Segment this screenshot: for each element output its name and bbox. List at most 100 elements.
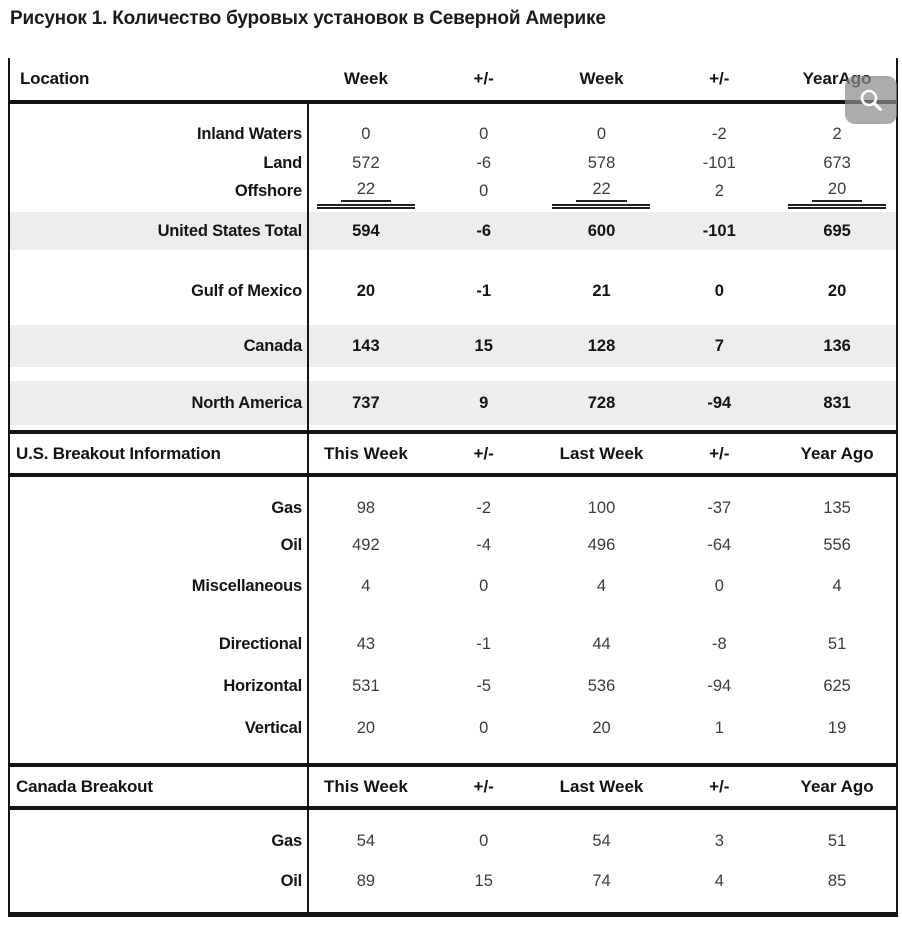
underlined-value: 22 <box>576 180 627 202</box>
cell-value: 695 <box>823 221 851 240</box>
canada-breakout-header-row: Canada Breakout This Week +/- Last Week … <box>10 767 896 806</box>
cell-value: 51 <box>827 831 847 850</box>
cell-value: 4 <box>714 871 724 890</box>
row-label: Offshore <box>234 181 302 200</box>
underlined-value: 22 <box>340 180 392 202</box>
cell-value: 54 <box>592 831 611 850</box>
table-row-offshore: Offshore 22 0 22 2 20 <box>10 178 896 204</box>
cell-value: 0 <box>596 125 607 143</box>
cell-value: 89 <box>356 871 376 890</box>
cell-value: -94 <box>707 393 732 412</box>
section-rule <box>10 473 896 477</box>
cell-value: 19 <box>827 718 847 737</box>
table-row-north-america: North America 737 9 728 -94 831 <box>10 381 896 425</box>
cell-value: -2 <box>476 498 492 517</box>
cell-value: -94 <box>707 676 732 695</box>
row-label: Canada <box>243 336 303 355</box>
table-row-united-states-total: United States Total 594 -6 600 -101 695 <box>10 212 896 250</box>
us-breakout-header-row: U.S. Breakout Information This Week +/- … <box>10 434 896 473</box>
cell-value: -1 <box>476 634 492 653</box>
column-header-week1: Week <box>343 69 388 88</box>
cell-value: -5 <box>476 676 492 695</box>
cell-value: 0 <box>479 576 489 595</box>
figure-title: Рисунок 1. Количество буровых установок … <box>10 8 606 29</box>
column-header-this-week: This Week <box>324 443 408 463</box>
double-rule <box>552 204 651 209</box>
row-label: Vertical <box>244 718 302 737</box>
cell-value: 831 <box>823 393 851 412</box>
cell-value: 594 <box>352 221 380 240</box>
table-row-us-miscellaneous: Miscellaneous 4 0 4 0 4 <box>10 565 896 607</box>
cell-value: 85 <box>827 871 847 890</box>
cell-value: 1 <box>714 718 724 737</box>
row-label: Horizontal <box>223 676 302 695</box>
column-header-change1: +/- <box>473 443 494 463</box>
cell-value: -1 <box>476 281 492 300</box>
column-header-year-ago: Year Ago <box>800 443 874 463</box>
section-rule <box>10 806 896 810</box>
cell-value: 20 <box>827 281 847 300</box>
row-label: North America <box>191 393 303 412</box>
column-header-week2: Week <box>579 69 624 88</box>
section-rule <box>10 430 896 434</box>
cell-value: 143 <box>352 336 380 355</box>
table-row-us-gas: Gas 98 -2 100 -37 135 <box>10 491 896 525</box>
cell-value: 578 <box>587 154 616 172</box>
cell-value: 673 <box>823 154 851 172</box>
cell-value: -101 <box>702 221 736 240</box>
cell-value: 2 <box>714 181 724 200</box>
cell-value: 51 <box>827 634 847 653</box>
column-header-change2: +/- <box>709 69 730 88</box>
column-header-year-ago: Year Ago <box>800 776 874 796</box>
cell-value: 7 <box>714 336 724 355</box>
section-rule <box>10 763 896 767</box>
cell-value: 22 <box>543 180 661 202</box>
cell-value: 20 <box>778 180 896 202</box>
header-rule <box>10 100 896 104</box>
section-header-label: Canada Breakout <box>16 776 153 796</box>
cell-value: -4 <box>476 535 492 554</box>
cell-value: 572 <box>352 154 380 172</box>
cell-value: 737 <box>352 393 380 412</box>
section-header-label: U.S. Breakout Information <box>16 443 221 463</box>
zoom-button[interactable] <box>845 76 897 124</box>
cell-value: 54 <box>356 831 376 850</box>
table-row-land: Land 572 -6 578 -101 673 <box>10 149 896 178</box>
cell-value: 15 <box>474 336 493 355</box>
column-header-last-week: Last Week <box>559 776 644 796</box>
column-header-change2: +/- <box>709 443 730 463</box>
cell-value: 100 <box>587 498 616 517</box>
cell-value: 728 <box>587 393 616 412</box>
table-row-inland-waters: Inland Waters 0 0 0 -2 2 <box>10 120 896 149</box>
cell-value: 556 <box>823 535 851 554</box>
cell-value: 536 <box>587 676 616 695</box>
row-label: Oil <box>280 535 303 554</box>
cell-value: 20 <box>356 718 376 737</box>
cell-value: 600 <box>587 221 616 240</box>
cell-value: 625 <box>823 676 851 695</box>
table-row-gulf-of-mexico: Gulf of Mexico 20 -1 21 0 20 <box>10 271 896 311</box>
table-row-us-horizontal: Horizontal 531 -5 536 -94 625 <box>10 665 896 707</box>
column-header-last-week: Last Week <box>559 443 644 463</box>
cell-value: 74 <box>592 871 611 890</box>
column-header-this-week: This Week <box>324 776 408 796</box>
row-label: Gulf of Mexico <box>191 281 302 300</box>
cell-value: 0 <box>479 125 489 143</box>
main-header-row: Location Week +/- Week +/- YearAgo <box>10 58 896 100</box>
column-header-change1: +/- <box>473 69 494 88</box>
row-label: Inland Waters <box>197 125 302 143</box>
cell-value: 0 <box>714 281 724 300</box>
cell-value: 0 <box>479 831 489 850</box>
cell-value: 4 <box>832 576 842 595</box>
cell-value: 3 <box>714 831 724 850</box>
cell-value: 20 <box>356 281 376 300</box>
row-label: Oil <box>280 871 303 890</box>
underlined-value: 20 <box>811 180 863 202</box>
column-divider <box>307 104 309 912</box>
cell-value: -64 <box>707 535 732 554</box>
cell-value: 98 <box>356 498 376 517</box>
cell-value: 4 <box>596 576 607 595</box>
table-row-us-directional: Directional 43 -1 44 -8 51 <box>10 623 896 665</box>
double-rule <box>316 204 415 209</box>
cell-value: 0 <box>361 125 371 143</box>
